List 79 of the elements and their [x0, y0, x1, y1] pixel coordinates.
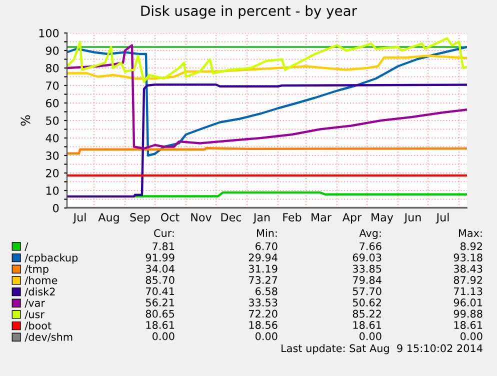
line-series	[67, 84, 467, 198]
text: 18.56	[249, 321, 278, 329]
text: 7.81	[152, 242, 174, 250]
text: 73.27	[249, 276, 278, 284]
legend-label: /var	[24, 299, 46, 308]
x-tick-label: Dec	[221, 213, 242, 222]
legend-label: /home	[24, 276, 58, 286]
text: Avg:	[359, 229, 381, 240]
text: 18.61	[146, 321, 174, 329]
text: 50.62	[352, 298, 381, 306]
y-tick-label: 80	[46, 64, 59, 72]
x-tick-label: Oct	[161, 213, 180, 222]
x-tick-label: Jan	[252, 213, 270, 224]
x-tick-label: May	[372, 213, 394, 224]
text: 70.41	[146, 287, 174, 296]
text: Min:	[257, 228, 277, 237]
legend-label: /dev/shm	[24, 332, 72, 342]
x-tick-label: Apr	[342, 213, 362, 224]
x-tick-label: Aug	[98, 213, 119, 224]
text: 56.21	[146, 298, 174, 306]
y-tick-label: 30	[46, 151, 59, 160]
x-tick-label: Feb	[283, 212, 302, 222]
y-tick-label: 40	[46, 134, 59, 142]
text: 33.53	[248, 298, 278, 306]
x-tick-label: Mar	[312, 213, 332, 222]
line-series	[67, 54, 467, 80]
y-tick-label: 0	[53, 204, 59, 212]
text: 72.20	[249, 310, 278, 318]
text: 6.58	[256, 287, 278, 296]
text: 99.88	[454, 310, 482, 318]
y-tick-label: 70	[46, 81, 59, 90]
text: 7.66	[360, 242, 382, 250]
y-axis-title: %	[20, 115, 30, 126]
text: 85.70	[146, 276, 174, 284]
text: 31.19	[248, 264, 278, 273]
y-tick-label: 100	[39, 28, 59, 38]
y-tick-label: 20	[46, 168, 59, 178]
text: 18.61	[353, 321, 382, 329]
y-tick-label: 60	[46, 98, 59, 108]
legend-label: /cpbackup	[24, 254, 78, 264]
text: 87.92	[454, 276, 482, 284]
text: 57.70	[352, 287, 382, 296]
text: 91.99	[146, 254, 174, 262]
x-tick-label: Jul	[72, 212, 86, 224]
line-series	[67, 37, 467, 84]
chart-title: Disk usage in percent - by year	[141, 5, 358, 19]
legend-label: /boot	[24, 321, 52, 330]
legend-label: /tmp	[24, 265, 48, 275]
text: 6.70	[256, 242, 278, 250]
legend-label: /	[24, 242, 28, 252]
text: 69.03	[352, 254, 382, 262]
text: 33.85	[352, 264, 382, 273]
text: 79.84	[353, 276, 382, 284]
x-tick-label: Nov	[191, 213, 212, 222]
text: 34.04	[146, 264, 174, 273]
text: Cur:	[154, 229, 174, 238]
text: 0.00	[359, 332, 382, 340]
y-tick-label: 50	[46, 116, 59, 125]
text: 0.00	[152, 332, 174, 340]
text: 8.92	[460, 242, 482, 250]
legend-label: /disk2	[24, 287, 55, 296]
text: 38.43	[454, 264, 482, 273]
text: 71.13	[454, 287, 482, 296]
text: 0.00	[255, 332, 278, 340]
text: 0.00	[460, 332, 482, 340]
text: 85.22	[352, 310, 381, 318]
text: 80.65	[146, 310, 174, 318]
y-tick-label: 10	[46, 186, 59, 195]
text: 29.94	[248, 254, 278, 262]
text: 18.61	[454, 321, 482, 329]
x-tick-label: Jun	[404, 213, 421, 224]
legend-label: /usr	[24, 310, 44, 320]
x-tick-label: Jul	[436, 212, 449, 224]
text: Last update: Sat Aug 9 15:10:02 2014	[282, 344, 482, 354]
text: Max:	[458, 229, 482, 238]
x-tick-label: Sep	[130, 213, 150, 224]
y-tick-label: 90	[46, 46, 59, 55]
text: 93.18	[454, 254, 482, 262]
text: 96.01	[454, 298, 482, 306]
